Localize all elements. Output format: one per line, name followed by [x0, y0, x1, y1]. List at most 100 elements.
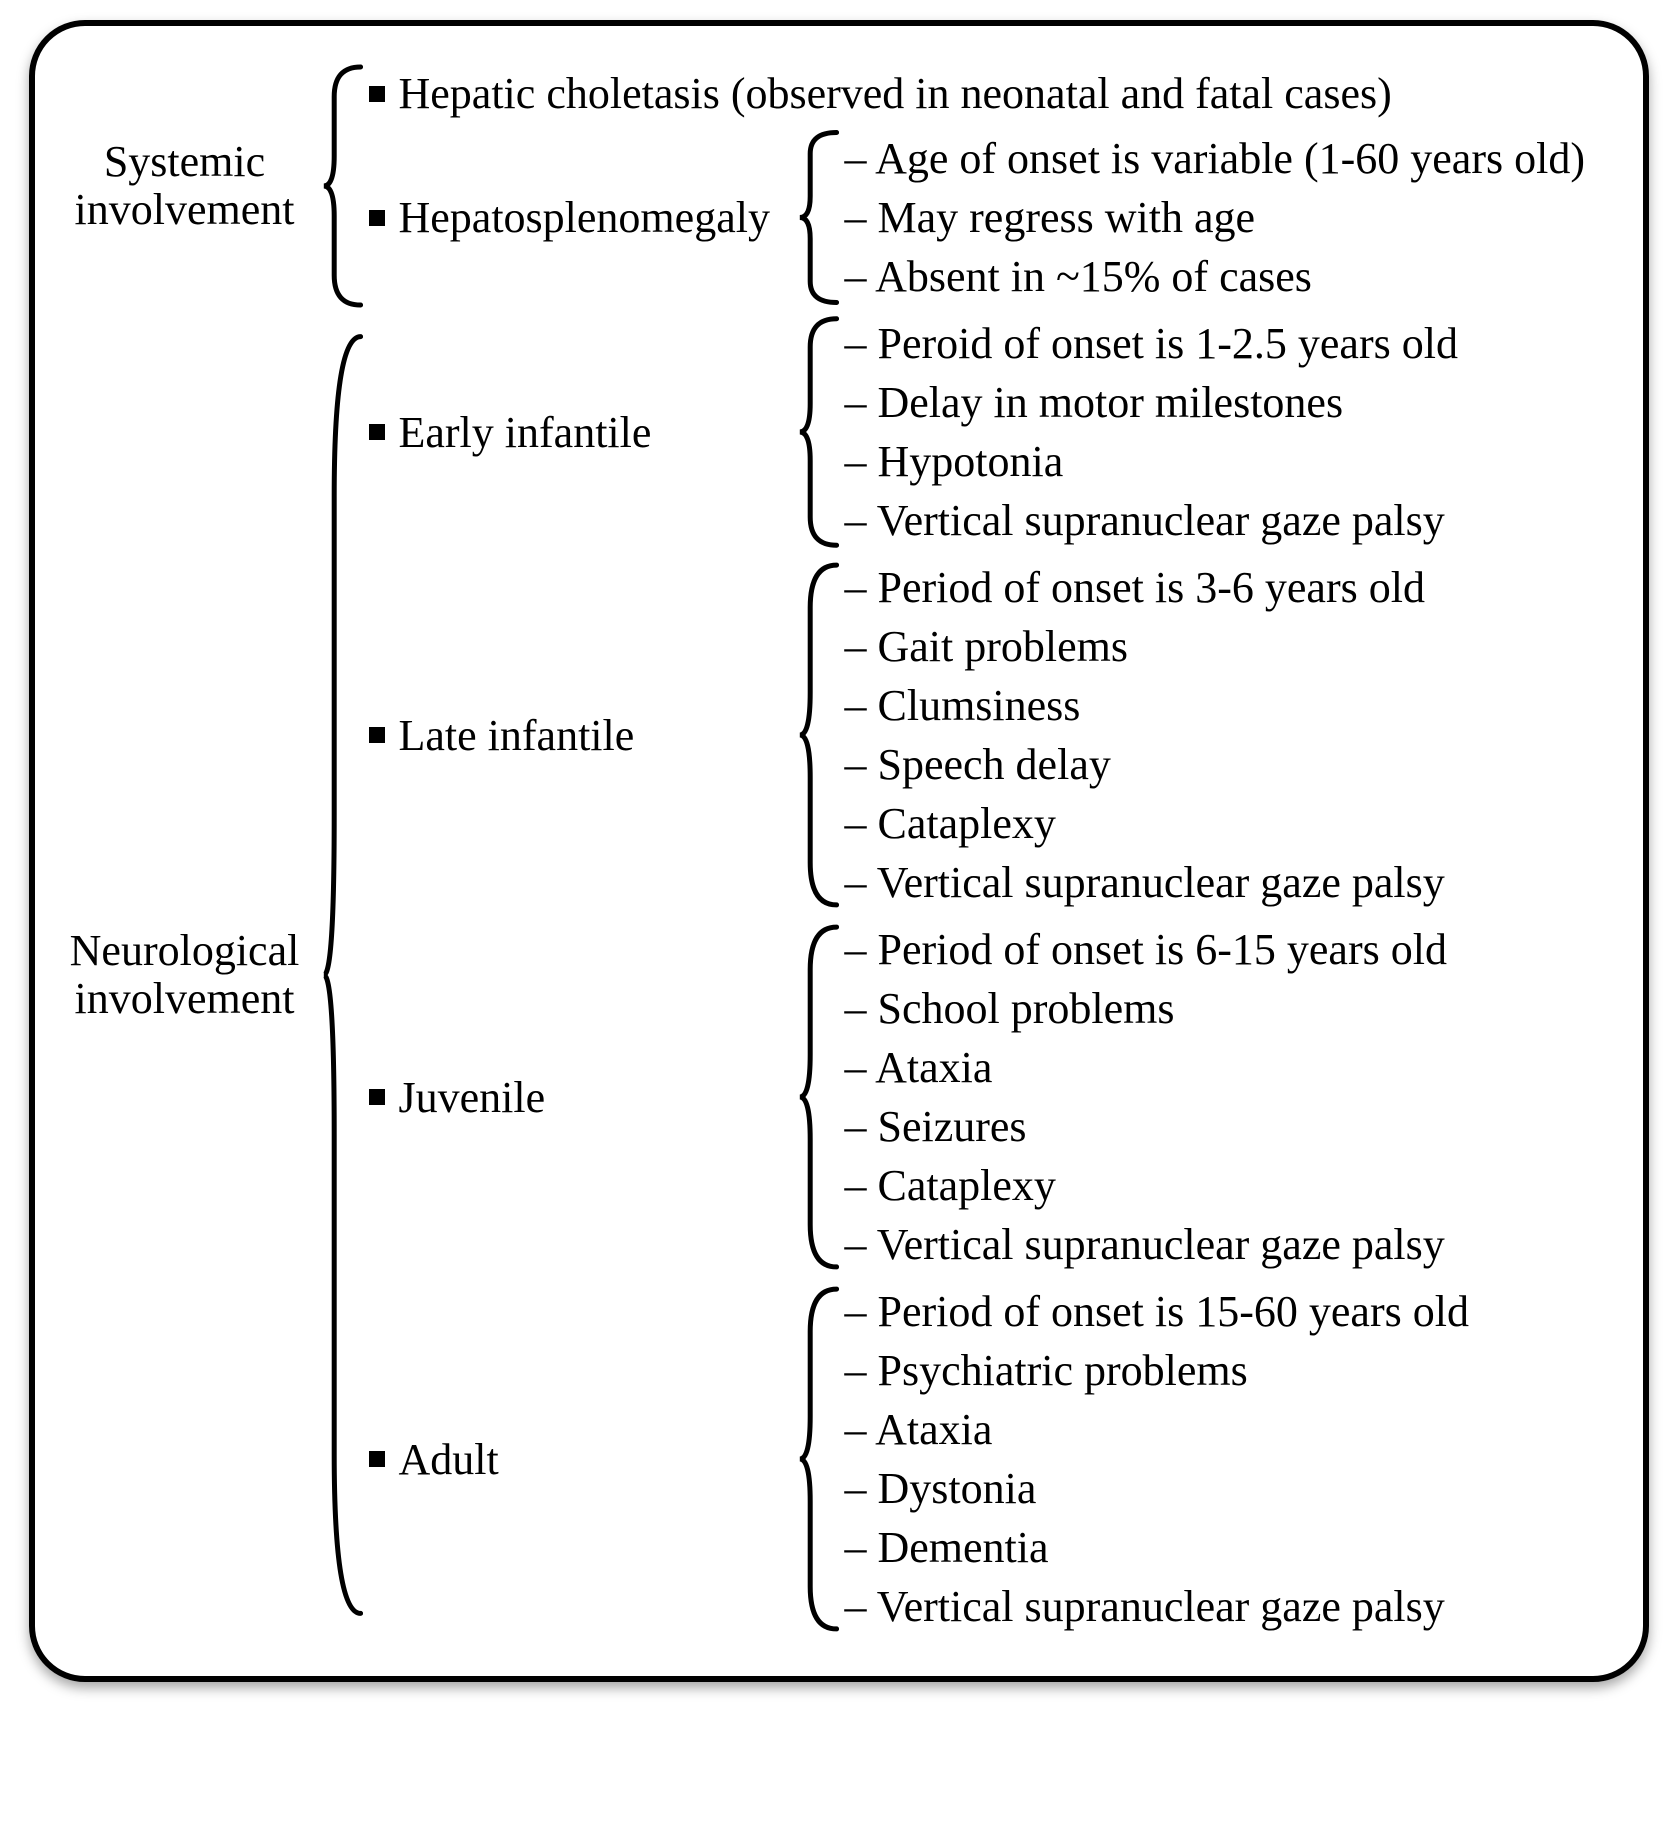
dash-bullet-icon: – — [845, 622, 878, 671]
brace-icon — [799, 920, 839, 1274]
dash-bullet-icon: – — [845, 1346, 878, 1395]
child-item-label: Delay in motor milestones — [878, 378, 1344, 427]
list-item: Late infantile – Period of onset is 3-6 y… — [369, 554, 1603, 916]
child-item-label: Ataxia — [875, 1405, 992, 1454]
child-item: – Vertical supranuclear gaze palsy — [845, 1577, 1469, 1636]
list-item: Hepatic choletasis (observed in neonatal… — [369, 62, 1603, 125]
square-bullet-icon — [369, 86, 385, 102]
child-item-label: Dystonia — [878, 1464, 1037, 1513]
dash-bullet-icon: – — [845, 1405, 876, 1454]
child-list: – Age of onset is variable (1-60 years o… — [839, 129, 1585, 306]
list-item: Juvenile – Period of onset is 6-15 years … — [369, 916, 1603, 1278]
child-item-label: Cataplexy — [878, 1161, 1056, 1210]
dash-bullet-icon: – — [845, 681, 878, 730]
child-item: – Speech delay — [845, 735, 1445, 794]
child-item-label: Absent in ~15% of cases — [875, 252, 1312, 301]
dash-bullet-icon: – — [845, 1102, 878, 1151]
square-bullet-icon — [369, 424, 385, 440]
dash-bullet-icon: – — [845, 858, 877, 907]
child-item-label: Period of onset is 15-60 years old — [878, 1287, 1469, 1336]
item-label: Adult — [399, 1434, 499, 1485]
section-content: Early infantile – Peroid of onset is 1-2.… — [363, 310, 1603, 1640]
item-label-col: Late infantile — [369, 558, 799, 912]
child-item-label: Cataplexy — [878, 799, 1056, 848]
child-item: – Vertical supranuclear gaze palsy — [845, 1215, 1447, 1274]
child-item-label: School problems — [878, 984, 1175, 1033]
child-list: – Peroid of onset is 1-2.5 years old– De… — [839, 314, 1458, 550]
child-item: – Dementia — [845, 1518, 1469, 1577]
item-label: Hepatosplenomegaly — [399, 192, 770, 243]
child-item: – Seizures — [845, 1097, 1447, 1156]
child-item-label: Vertical supranuclear gaze palsy — [877, 1582, 1445, 1631]
item-label: Juvenile — [399, 1072, 546, 1123]
dash-bullet-icon: – — [845, 799, 878, 848]
child-item-label: Vertical supranuclear gaze palsy — [877, 1220, 1445, 1269]
dash-bullet-icon: – — [845, 193, 878, 242]
brace-icon — [799, 1282, 839, 1636]
dash-bullet-icon: – — [845, 1464, 878, 1513]
item-label-col: Early infantile — [369, 314, 799, 550]
child-item-label: Vertical supranuclear gaze palsy — [877, 858, 1445, 907]
child-item: – Absent in ~15% of cases — [845, 247, 1585, 306]
child-item-label: Seizures — [878, 1102, 1027, 1151]
section-row: Systemicinvolvement Hepatic choletasis (o… — [55, 62, 1603, 310]
child-item: – Period of onset is 6-15 years old — [845, 920, 1447, 979]
brace-icon — [799, 558, 839, 912]
child-item-label: May regress with age — [878, 193, 1256, 242]
child-item: – Dystonia — [845, 1459, 1469, 1518]
child-list: – Period of onset is 15-60 years old – Ps… — [839, 1282, 1469, 1636]
child-item-label: Dementia — [878, 1523, 1049, 1572]
brace-icon — [799, 314, 839, 550]
diagram-frame: Systemicinvolvement Hepatic choletasis (o… — [29, 20, 1649, 1682]
child-item-label: Gait problems — [878, 622, 1129, 671]
item-label-col: Juvenile — [369, 920, 799, 1274]
child-item: – Clumsiness — [845, 676, 1445, 735]
child-item: – School problems — [845, 979, 1447, 1038]
dash-bullet-icon: – — [845, 1220, 877, 1269]
child-item: – Age of onset is variable (1-60 years o… — [845, 129, 1585, 188]
child-list: – Period of onset is 6-15 years old– Sch… — [839, 920, 1447, 1274]
child-item-label: Period of onset is 3-6 years old — [878, 563, 1425, 612]
child-item: – Ataxia — [845, 1038, 1447, 1097]
dash-bullet-icon: – — [845, 984, 878, 1033]
section-label: Systemicinvolvement — [55, 62, 323, 310]
dash-bullet-icon: – — [845, 1161, 878, 1210]
dash-bullet-icon: – — [845, 1582, 877, 1631]
child-item-label: Speech delay — [878, 740, 1111, 789]
section-label-line: involvement — [75, 975, 295, 1023]
item-label: Late infantile — [399, 710, 635, 761]
item-label: Hepatic choletasis (observed in neonatal… — [399, 68, 1392, 119]
child-item: – Delay in motor milestones — [845, 373, 1458, 432]
child-item-label: Vertical supranuclear gaze palsy — [877, 496, 1445, 545]
dash-bullet-icon: – — [845, 319, 878, 368]
section-label-line: involvement — [75, 186, 295, 234]
child-item: – Peroid of onset is 1-2.5 years old — [845, 314, 1458, 373]
square-bullet-icon — [369, 210, 385, 226]
list-item: Early infantile – Peroid of onset is 1-2.… — [369, 310, 1603, 554]
list-item: Hepatosplenomegaly – Age of onset is vari… — [369, 125, 1603, 310]
child-item: – Psychiatric problems — [845, 1341, 1469, 1400]
dash-bullet-icon: – — [845, 252, 876, 301]
dash-bullet-icon: – — [845, 437, 878, 486]
child-item: – May regress with age — [845, 188, 1585, 247]
section-label-line: Neurological — [70, 927, 300, 975]
brace-icon — [799, 129, 839, 306]
section-content: Hepatic choletasis (observed in neonatal… — [363, 62, 1603, 310]
item-label: Early infantile — [399, 407, 652, 458]
dash-bullet-icon: – — [845, 1043, 876, 1092]
dash-bullet-icon: – — [845, 740, 878, 789]
child-item: – Ataxia — [845, 1400, 1469, 1459]
dash-bullet-icon: – — [845, 925, 878, 974]
child-item-label: Ataxia — [875, 1043, 992, 1092]
child-item-label: Peroid of onset is 1-2.5 years old — [878, 319, 1458, 368]
square-bullet-icon — [369, 727, 385, 743]
square-bullet-icon — [369, 1451, 385, 1467]
child-item-label: Clumsiness — [878, 681, 1081, 730]
list-item: Adult – Period of onset is 15-60 years ol… — [369, 1278, 1603, 1640]
section-row: Neurologicalinvolvement Early infantile – … — [55, 310, 1603, 1640]
child-item: – Period of onset is 3-6 years old — [845, 558, 1445, 617]
item-label-col: Adult — [369, 1282, 799, 1636]
dash-bullet-icon: – — [845, 1287, 878, 1336]
child-item: – Cataplexy — [845, 1156, 1447, 1215]
tree-root: Systemicinvolvement Hepatic choletasis (o… — [55, 62, 1603, 1640]
